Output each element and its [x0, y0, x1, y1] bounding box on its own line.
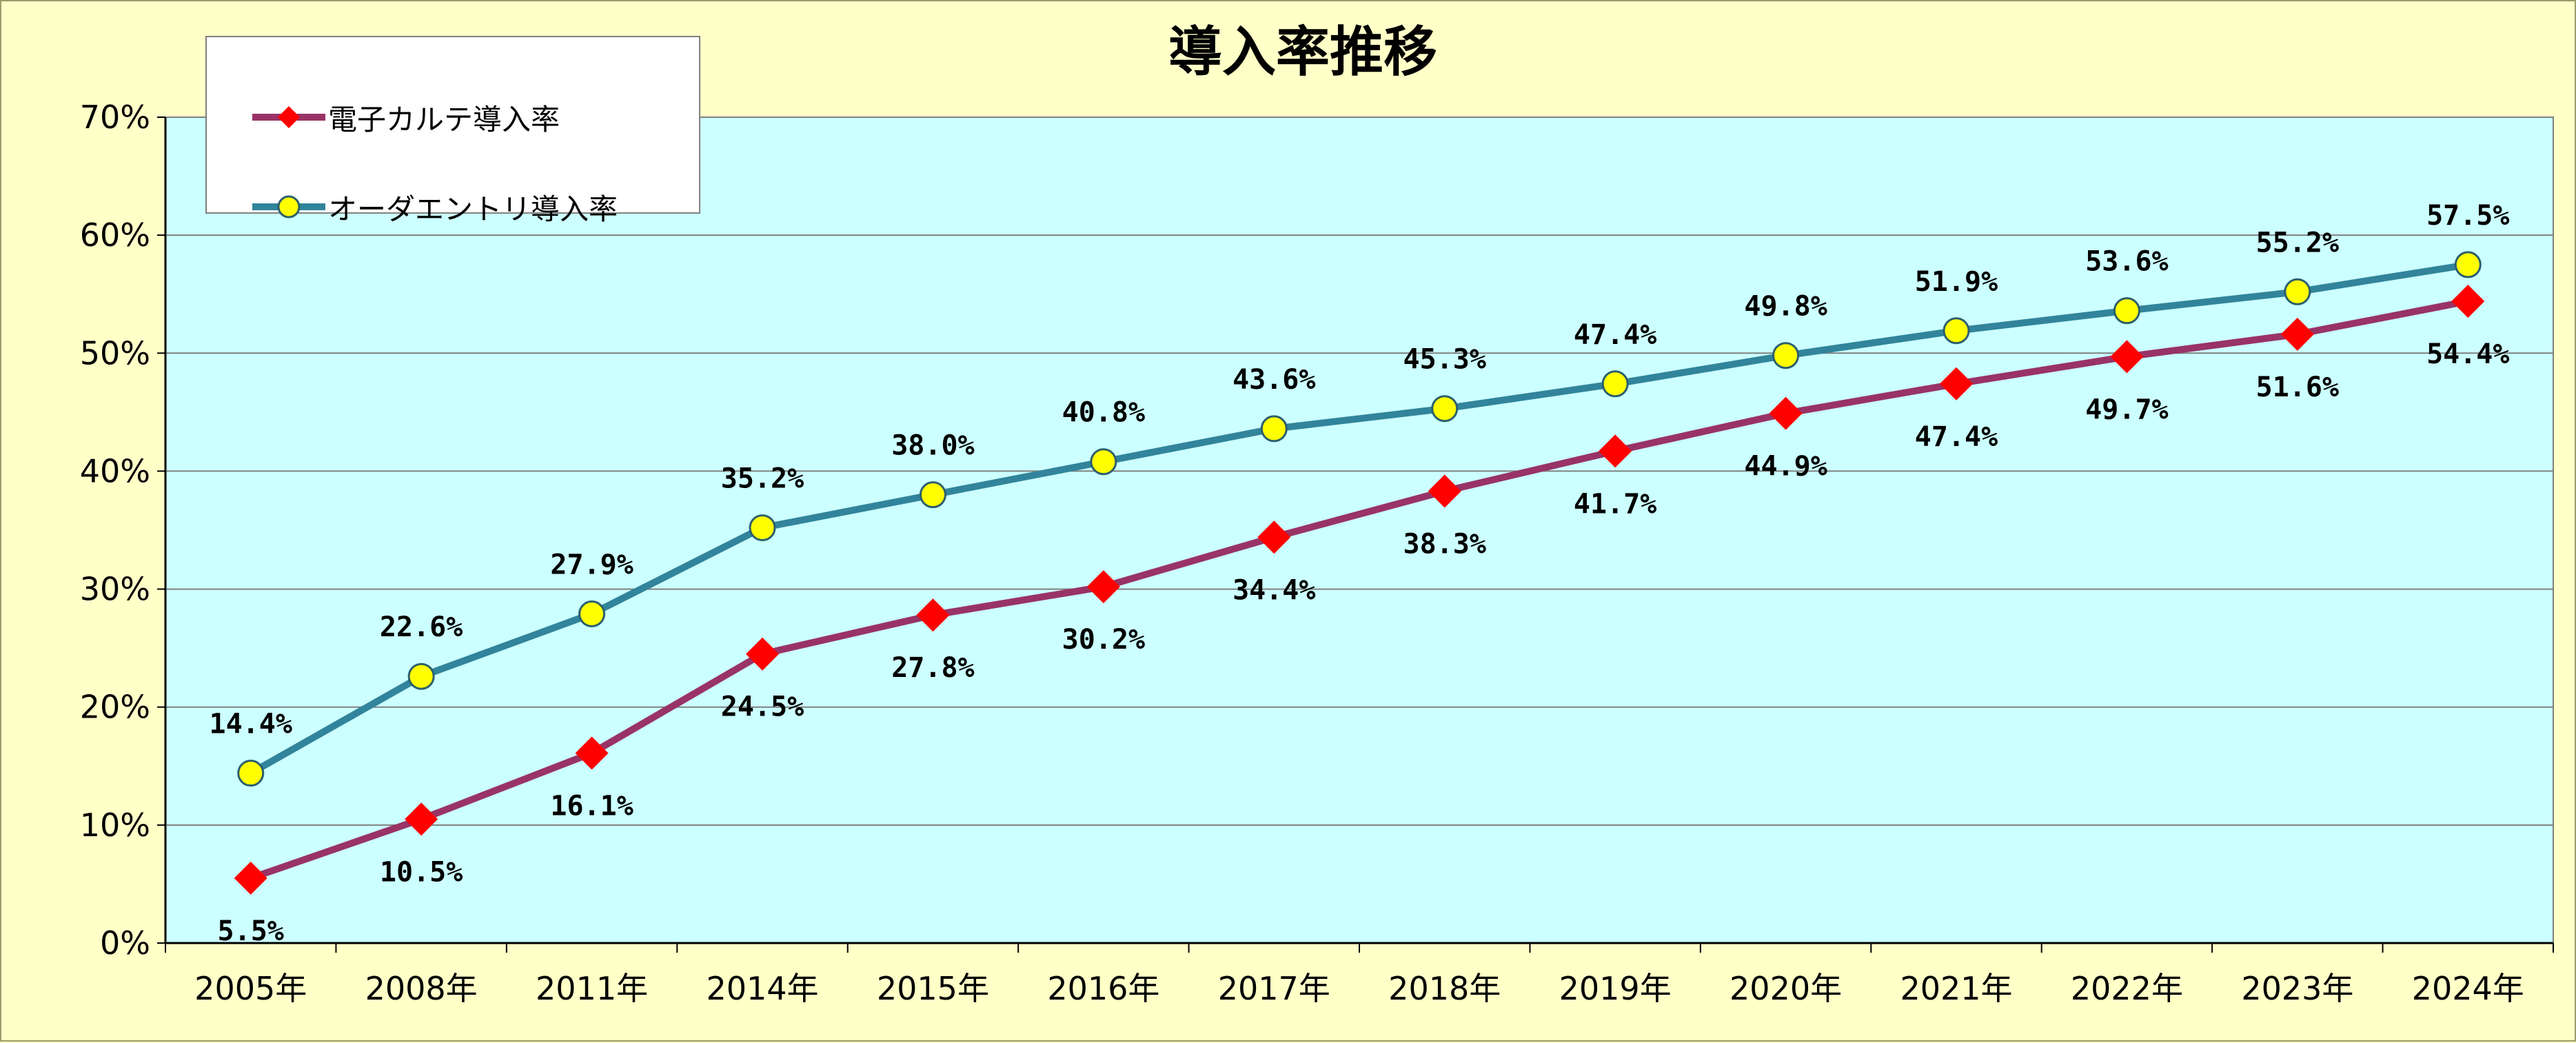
- x-tick-label: 2023年: [2241, 970, 2353, 1007]
- data-label-ehr: 38.3%: [1403, 529, 1486, 560]
- data-point-order-entry: [2284, 278, 2311, 305]
- data-point-ehr: [234, 861, 267, 895]
- y-tick-label: 30%: [80, 571, 150, 608]
- data-label-ehr: 41.7%: [1574, 488, 1656, 520]
- data-point-ehr: [1086, 570, 1120, 604]
- legend-item-order-entry: オーダエントリ導入率: [207, 179, 699, 234]
- data-point-ehr: [1428, 474, 1461, 508]
- x-tick-label: 2017年: [1218, 970, 1330, 1007]
- legend-swatch-ehr: [252, 106, 325, 128]
- x-tick-label: 2024年: [2412, 970, 2524, 1007]
- data-point-ehr: [746, 637, 779, 671]
- data-label-ehr: 27.8%: [891, 652, 974, 684]
- legend-label-ehr: 電子カルテ導入率: [328, 102, 560, 136]
- data-label-ehr: 34.4%: [1233, 574, 1315, 606]
- x-tick-label: 2011年: [536, 970, 648, 1007]
- data-point-ehr: [1769, 396, 1803, 430]
- data-point-order-entry: [407, 662, 435, 690]
- data-label-order-entry: 14.4%: [210, 709, 292, 740]
- data-point-order-entry: [1260, 415, 1288, 443]
- legend-swatch-order-entry: [252, 195, 325, 219]
- x-tick-label: 2014年: [706, 970, 818, 1007]
- series-line-order-entry: [249, 261, 2469, 776]
- data-label-ehr: 44.9%: [1744, 451, 1827, 483]
- data-point-ehr: [575, 736, 609, 770]
- data-label-order-entry: 51.9%: [1915, 266, 1998, 298]
- x-tick-label: 2015年: [877, 970, 989, 1007]
- data-label-ehr: 16.1%: [550, 790, 633, 822]
- y-tick-label: 50%: [80, 334, 150, 372]
- data-label-order-entry: 35.2%: [721, 463, 804, 495]
- data-label-order-entry: 49.8%: [1744, 291, 1827, 323]
- legend-label-order-entry: オーダエントリ導入率: [328, 192, 618, 226]
- data-label-ehr: 30.2%: [1062, 624, 1145, 656]
- chart-title: 導入率推移: [1168, 21, 1437, 83]
- plot-area: [165, 117, 2554, 944]
- data-point-order-entry: [1431, 395, 1459, 423]
- data-point-ehr: [1257, 520, 1291, 554]
- data-label-order-entry: 22.6%: [380, 611, 463, 643]
- y-tick-label: 70%: [80, 99, 150, 136]
- data-point-order-entry: [1943, 317, 1970, 345]
- data-label-order-entry: 45.3%: [1403, 344, 1486, 376]
- series-line-ehr: [250, 298, 2469, 882]
- data-label-order-entry: 47.4%: [1574, 319, 1656, 351]
- data-point-order-entry: [919, 481, 946, 509]
- data-point-order-entry: [578, 600, 606, 628]
- y-tick-label: 20%: [80, 689, 150, 726]
- legend: 電子カルテ導入率 オーダエントリ導入率: [205, 36, 700, 226]
- data-point-order-entry: [1601, 370, 1629, 398]
- data-label-ehr: 24.5%: [721, 691, 804, 723]
- data-label-ehr: 51.6%: [2256, 372, 2339, 403]
- y-tick-label: 0%: [100, 924, 150, 962]
- data-point-ehr: [1940, 367, 1973, 401]
- data-point-ehr: [1599, 434, 1632, 468]
- data-label-ehr: 10.5%: [380, 856, 463, 888]
- data-point-order-entry: [1772, 342, 1800, 369]
- data-label-order-entry: 40.8%: [1062, 397, 1145, 429]
- x-tick-label: 2016年: [1047, 970, 1159, 1007]
- legend-item-ehr: 電子カルテ導入率: [207, 90, 699, 145]
- data-point-order-entry: [749, 514, 776, 542]
- x-tick-label: 2020年: [1730, 970, 1842, 1007]
- x-tick-label: 2022年: [2071, 970, 2183, 1007]
- data-label-order-entry: 57.5%: [2426, 200, 2509, 232]
- data-label-ehr: 47.4%: [1915, 421, 1998, 453]
- data-point-order-entry: [237, 760, 265, 787]
- x-tick-label: 2008年: [365, 970, 478, 1007]
- data-label-ehr: 49.7%: [2085, 394, 2168, 425]
- data-label-order-entry: 43.6%: [1233, 364, 1315, 396]
- data-point-ehr: [2451, 284, 2485, 318]
- x-tick-label: 2018年: [1388, 970, 1501, 1007]
- data-label-order-entry: 53.6%: [2085, 246, 2168, 278]
- data-point-ehr: [916, 598, 950, 632]
- data-label-ehr: 5.5%: [218, 915, 284, 947]
- data-point-ehr: [405, 802, 438, 836]
- data-point-order-entry: [2454, 251, 2482, 279]
- y-tick-label: 40%: [80, 452, 150, 489]
- data-point-ehr: [2110, 340, 2144, 374]
- y-tick-label: 10%: [80, 807, 150, 844]
- y-tick-label: 60%: [80, 216, 150, 254]
- data-point-ehr: [2280, 317, 2314, 351]
- x-tick-label: 2005年: [194, 970, 307, 1007]
- data-label-order-entry: 55.2%: [2256, 227, 2339, 259]
- x-tick-label: 2021年: [1900, 970, 2012, 1007]
- data-point-order-entry: [1090, 448, 1117, 476]
- data-point-order-entry: [2113, 297, 2140, 325]
- data-label-order-entry: 38.0%: [891, 430, 974, 462]
- data-label-ehr: 54.4%: [2426, 338, 2509, 370]
- data-label-order-entry: 27.9%: [550, 549, 633, 581]
- x-tick-label: 2019年: [1559, 970, 1672, 1007]
